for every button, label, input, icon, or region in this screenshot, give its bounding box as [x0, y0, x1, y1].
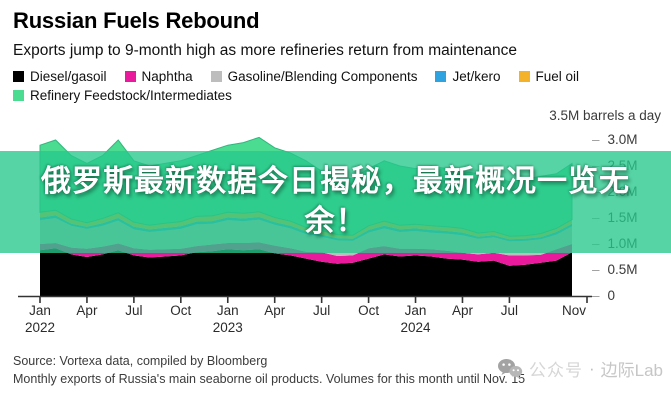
y-axis-label-0-5m: –0.5M [592, 261, 667, 279]
legend: Diesel/gasoil Naphtha Gasoline/Blending Co… [13, 69, 663, 103]
chart-header: Russian Fuels Rebound Exports jump to 9-… [13, 8, 663, 103]
legend-item-jet-kero: Jet/kero [435, 69, 501, 84]
y-axis-tick-value: 3.0M [607, 132, 638, 147]
x-axis-label-jul: Jul [125, 303, 143, 318]
y-axis-tick-value: 0 [607, 288, 616, 303]
legend-label-naphtha: Naphtha [141, 69, 193, 84]
area-naphtha [40, 242, 572, 266]
x-axis-label-jan2023: Jan 2023 [212, 303, 243, 335]
banner-text-line2: 余！ [304, 204, 367, 239]
banner-text-line1: 俄罗斯最新数据今日揭秘，最新概况一览无 [41, 164, 630, 199]
area-diesel-gasoil [40, 248, 572, 296]
watermark: 公众号 · 边际Lab [497, 356, 663, 381]
x-axis-label-jan2024: Jan 2024 [400, 303, 431, 335]
x-axis-label-apr: Apr [264, 303, 286, 318]
y-axis-tick-dash: – [592, 288, 600, 303]
legend-label-refinery-feedstock-intermediates: Refinery Feedstock/Intermediates [30, 88, 232, 103]
watermark-separator: · [588, 358, 595, 378]
chart-title: Russian Fuels Rebound [13, 8, 260, 33]
legend-swatch-gasoline-blending-components [210, 71, 222, 82]
legend-item-fuel-oil: Fuel oil [518, 69, 580, 84]
legend-item-gasoline-blending-components: Gasoline/Blending Components [210, 69, 418, 84]
x-axis-label-jan2022: Jan 2022 [24, 303, 56, 335]
banner-text: 俄罗斯最新数据今日揭秘，最新概况一览无 余！ [41, 162, 630, 242]
x-axis-label-jul: Jul [500, 303, 519, 318]
x-axis-label-oct: Oct [358, 303, 380, 318]
x-axis-label-oct: Oct [170, 303, 192, 318]
legend-label-fuel-oil: Fuel oil [535, 69, 580, 84]
watermark-brand: 边际Lab [600, 361, 663, 380]
note-line: Monthly exports of Russia's main seaborn… [13, 372, 526, 386]
legend-label-diesel-gasoil: Diesel/gasoil [30, 69, 107, 84]
x-axis-label-jul: Jul [313, 303, 331, 318]
x-axis-label-nov: Nov [561, 303, 587, 318]
legend-label-jet-kero: Jet/kero [452, 69, 501, 84]
legend-swatch-refinery-feedstock-intermediates [13, 90, 24, 101]
overlay-banner: 俄罗斯最新数据今日揭秘，最新概况一览无 余！ [0, 151, 671, 253]
footer: Source: Vortexa data, compiled by Bloomb… [13, 352, 525, 388]
legend-swatch-jet-kero [435, 71, 447, 82]
legend-item-refinery-feedstock-intermediates: Refinery Feedstock/Intermediates [13, 88, 232, 103]
y-axis-label-3-0m: –3.0M [592, 131, 667, 149]
legend-item-naphtha: Naphtha [124, 69, 193, 84]
wechat-icon [497, 358, 523, 378]
watermark-account: 公众号 [528, 361, 583, 380]
y-axis-tick-value: 0.5M [607, 262, 638, 277]
legend-swatch-diesel-gasoil [13, 71, 24, 82]
legend-swatch-naphtha [124, 71, 136, 82]
legend-item-diesel-gasoil: Diesel/gasoil [13, 69, 107, 84]
legend-label-gasoline-blending-components: Gasoline/Blending Components [227, 69, 418, 84]
chart-subtitle: Exports jump to 9-month high as more ref… [13, 42, 517, 59]
source-line: Source: Vortexa data, compiled by Bloomb… [13, 354, 268, 368]
y-axis-label-0: –0 [592, 287, 667, 305]
y-axis-tick-dash: – [592, 132, 600, 147]
x-axis-label-apr: Apr [76, 303, 98, 318]
legend-swatch-fuel-oil [518, 71, 530, 82]
y-axis-unit-label: 3.5M barrels a day [549, 108, 661, 123]
y-axis-tick-dash: – [592, 262, 600, 277]
x-axis-label-apr: Apr [451, 303, 473, 318]
